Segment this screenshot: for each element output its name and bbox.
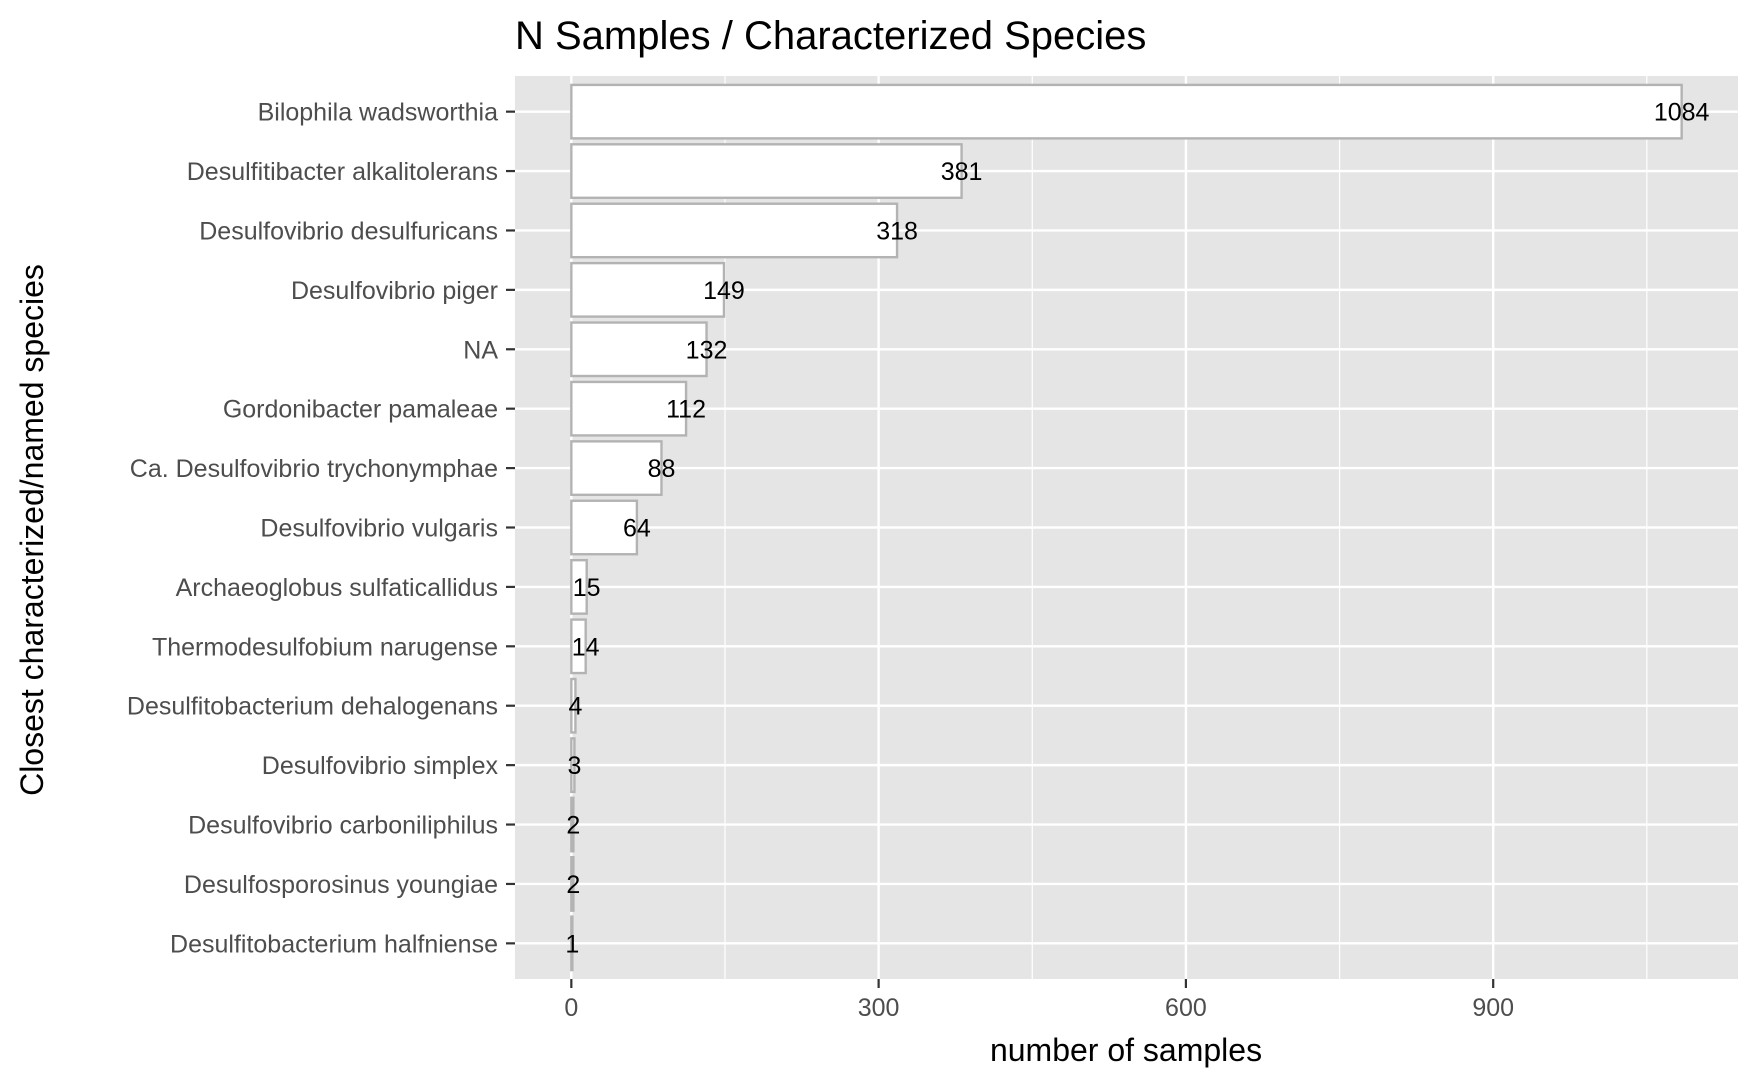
x-axis-ticks: 0 300 600 900 <box>564 979 1514 1022</box>
value-label: 318 <box>876 217 918 245</box>
x-tick-label: 600 <box>1165 994 1207 1022</box>
value-labels: 1084 381 318 149 132 112 88 64 15 14 4 3 2 2 1 <box>565 99 1709 959</box>
bar <box>570 261 726 318</box>
bar <box>570 618 587 675</box>
chart-title: N Samples / Characterized Species <box>515 14 1146 58</box>
value-label: 112 <box>666 396 706 424</box>
value-label: 88 <box>648 455 676 483</box>
bars <box>570 83 1683 972</box>
y-tick-label: Desulfitobacterium dehalogenans <box>127 693 498 721</box>
y-tick-label: NA <box>463 336 498 364</box>
bar <box>570 143 963 199</box>
y-tick-label: Desulfovibrio vulgaris <box>260 515 498 543</box>
y-tick-label: Archaeoglobus sulfaticallidus <box>176 574 498 602</box>
bar <box>570 321 708 378</box>
value-label: 1 <box>565 930 579 958</box>
bar <box>570 915 574 972</box>
y-tick-label: Ca. Desulfovibrio trychonymphae <box>130 455 498 483</box>
bar <box>570 737 576 794</box>
y-tick-label: Gordonibacter pamaleae <box>223 396 498 424</box>
bar <box>570 202 899 259</box>
value-label: 15 <box>573 574 601 602</box>
value-label: 2 <box>566 871 580 899</box>
bar <box>570 558 588 615</box>
bar <box>570 796 575 853</box>
y-tick-label: Desulfovibrio carboniliphilus <box>188 812 498 840</box>
y-axis-ticks: Bilophila wadsworthia Desulfitibacter alk… <box>127 99 515 958</box>
y-tick-label: Desulfosporosinus youngiae <box>184 871 498 899</box>
x-axis-title: number of samples <box>990 1032 1262 1068</box>
x-tick-label: 900 <box>1472 994 1514 1022</box>
y-tick-label: Desulfitobacterium halfniense <box>170 930 498 958</box>
bar <box>570 856 575 912</box>
y-tick-label: Bilophila wadsworthia <box>258 99 499 127</box>
x-tick-label: 0 <box>564 994 578 1022</box>
y-axis-title: Closest characterized/named species <box>14 264 50 796</box>
value-label: 132 <box>686 336 728 364</box>
y-tick-label: Desulfitibacter alkalitolerans <box>187 158 498 186</box>
value-label: 4 <box>568 693 582 721</box>
bar <box>570 677 577 734</box>
bar <box>570 499 639 556</box>
y-tick-label: Desulfovibrio piger <box>291 277 498 305</box>
y-tick-label: Desulfovibrio desulfuricans <box>199 217 498 245</box>
value-label: 149 <box>703 277 745 305</box>
y-tick-label: Thermodesulfobium narugense <box>152 633 498 661</box>
y-tick-label: Desulfovibrio simplex <box>262 752 499 780</box>
value-label: 3 <box>567 752 581 780</box>
bar <box>570 440 663 497</box>
value-label: 2 <box>566 812 580 840</box>
bar <box>570 380 688 437</box>
value-label: 1084 <box>1654 99 1710 127</box>
bar <box>570 83 1683 140</box>
value-label: 381 <box>941 158 983 186</box>
value-label: 64 <box>623 515 651 543</box>
x-tick-label: 300 <box>858 994 900 1022</box>
value-label: 14 <box>572 633 600 661</box>
